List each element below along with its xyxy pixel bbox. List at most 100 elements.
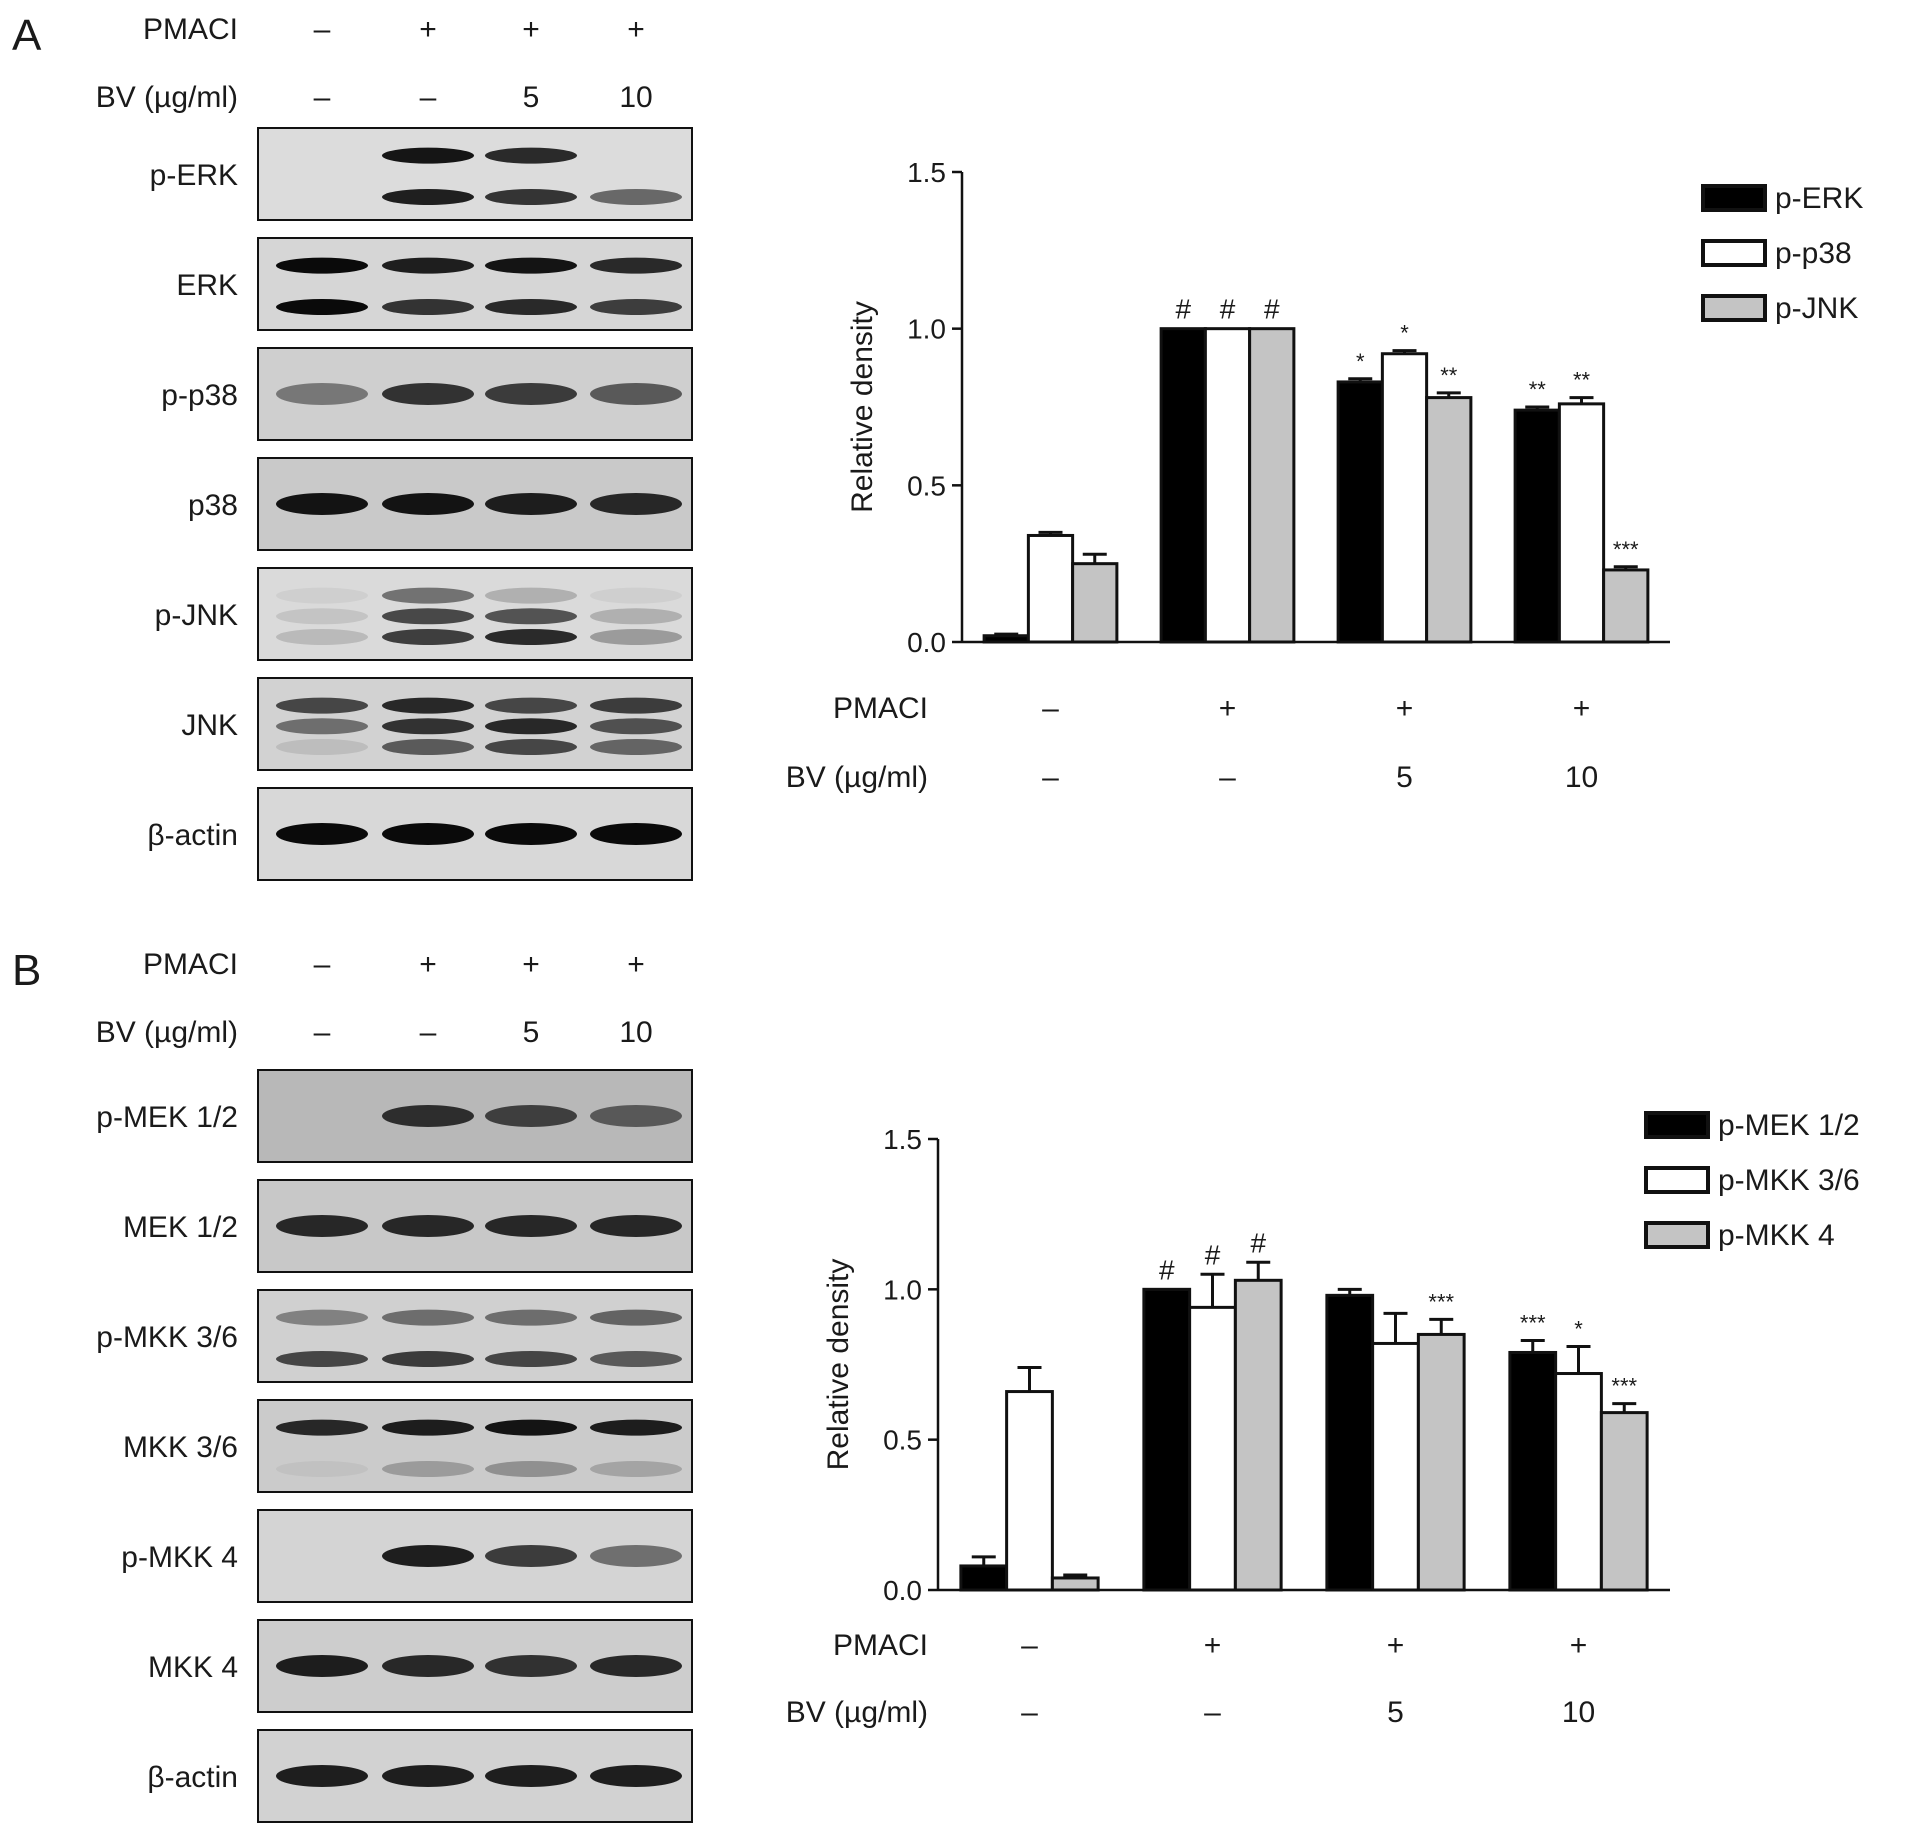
y-tick-label: 1.0 (907, 314, 946, 345)
x-row-value: + (1573, 692, 1591, 725)
blot-p-erk: p-ERK (150, 127, 693, 221)
y-tick-label: 1.5 (907, 157, 946, 188)
bar (1554, 1372, 1603, 1592)
blot-band (590, 257, 682, 274)
treatment-value: – (420, 1016, 437, 1049)
blot-band (276, 383, 368, 405)
legend: p-ERK p-p38 p-JNK (1701, 182, 1863, 325)
treatment-value: + (522, 13, 540, 46)
blot-band (590, 697, 682, 714)
blot-label: p-p38 (161, 379, 238, 412)
legend-swatch (1644, 1111, 1710, 1139)
blot-band (276, 697, 368, 714)
significance-mark: * (1400, 321, 1409, 346)
panel-letter: A (12, 11, 42, 60)
blot-label: p-ERK (150, 159, 238, 192)
blot-band (590, 299, 682, 315)
blot-band (485, 718, 577, 735)
x-row-value: 10 (1562, 1696, 1595, 1729)
significance-mark: *** (1428, 1289, 1454, 1314)
x-row-value: – (1219, 761, 1236, 794)
y-tick-label: 0.5 (883, 1425, 922, 1456)
blot-label: MKK 3/6 (123, 1431, 238, 1464)
blot-band (485, 383, 577, 405)
x-row-label: PMACI (833, 692, 928, 725)
blot-band (485, 1105, 577, 1127)
bar (1248, 327, 1296, 644)
blot-p-mek-1-2: p-MEK 1/2 (96, 1069, 693, 1163)
blot-p38: p38 (188, 457, 693, 551)
blot-band (590, 1655, 682, 1677)
blot-band (382, 629, 474, 645)
significance-mark: *** (1520, 1310, 1546, 1335)
blot-band (590, 1765, 682, 1787)
legend-label: p-MEK 1/2 (1718, 1109, 1860, 1142)
blot-band (382, 1545, 474, 1567)
x-row-value: – (1042, 761, 1059, 794)
significance-mark: ** (1529, 377, 1547, 402)
blot-band (485, 1419, 577, 1436)
panel-a: A PMACI – + + + BV (µg/ml) – – 5 10 p-ERK ERK p-p38 p3… (12, 11, 1864, 881)
blot-jnk: JNK (181, 677, 693, 771)
significance-mark: # (1250, 1227, 1266, 1258)
blot-band (485, 1655, 577, 1677)
blot-band (590, 1461, 682, 1477)
blot-band (485, 587, 577, 604)
blot-band (382, 823, 474, 845)
blot-band (590, 1419, 682, 1436)
blot-label: p-MEK 1/2 (96, 1101, 238, 1134)
blot-band (590, 739, 682, 755)
blot--actin: β-actin (147, 1729, 693, 1823)
blot-band (590, 587, 682, 604)
treatment-value: – (314, 1016, 331, 1049)
y-axis-label: Relative density (822, 1259, 855, 1471)
treatment-value: + (627, 13, 645, 46)
blot-band (382, 718, 474, 735)
blot-band (382, 739, 474, 755)
bar (1416, 1332, 1466, 1592)
treatment-row-label: PMACI (143, 13, 238, 46)
blot-band (590, 383, 682, 405)
blot-band (382, 1105, 474, 1127)
x-row-value: + (1204, 1629, 1222, 1662)
bar (1599, 1411, 1649, 1592)
blot-band (382, 608, 474, 625)
significance-mark: # (1205, 1239, 1221, 1270)
x-row-label: BV (µg/ml) (786, 761, 928, 794)
blot-band (276, 629, 368, 645)
blot--actin: β-actin (147, 787, 693, 881)
bar (1380, 352, 1429, 644)
x-row-value: 5 (1396, 761, 1413, 794)
treatment-row-label: PMACI (143, 948, 238, 981)
treatment-value: + (627, 948, 645, 981)
blot-p-mkk-4: p-MKK 4 (121, 1509, 693, 1603)
significance-mark: ** (1440, 363, 1458, 388)
legend-swatch (1701, 294, 1767, 322)
blot-band (382, 383, 474, 405)
x-row-value: + (1219, 692, 1237, 725)
blot-band (485, 147, 577, 164)
blot-band (276, 493, 368, 515)
blot-band (590, 493, 682, 515)
treatment-value: 10 (619, 81, 652, 114)
bar (1203, 327, 1252, 644)
blot-band (276, 1765, 368, 1787)
blot-band (590, 823, 682, 845)
blot-band (485, 1351, 577, 1367)
x-row-label: BV (µg/ml) (786, 1696, 928, 1729)
blot-band (485, 299, 577, 315)
blot-band (590, 1309, 682, 1326)
blot-strip (257, 567, 693, 661)
blot-band (382, 1765, 474, 1787)
bar (1188, 1305, 1237, 1592)
treatment-value: 5 (523, 81, 540, 114)
blot-label: ERK (176, 269, 238, 302)
x-row-value: 10 (1565, 761, 1598, 794)
treatment-value: + (419, 948, 437, 981)
legend: p-MEK 1/2 p-MKK 3/6 p-MKK 4 (1644, 1109, 1860, 1252)
x-row-label: PMACI (833, 1629, 928, 1662)
blot-band (485, 739, 577, 755)
bar (1336, 380, 1384, 644)
blot-band (485, 189, 577, 205)
